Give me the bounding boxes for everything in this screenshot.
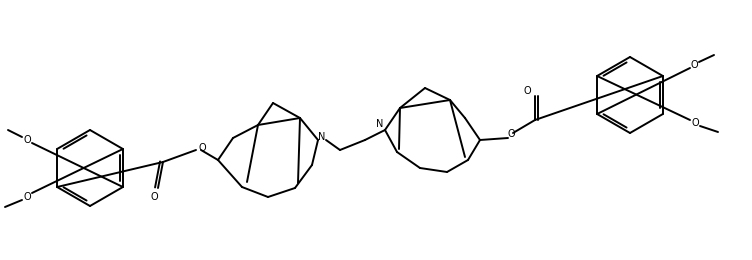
Text: O: O [150,192,158,202]
Text: N: N [376,119,384,129]
Text: O: O [23,135,31,145]
Text: O: O [507,129,515,139]
Text: O: O [690,60,698,70]
Text: N: N [318,132,326,142]
Text: O: O [691,118,699,128]
Text: O: O [523,86,531,96]
Text: O: O [23,192,31,202]
Text: O: O [199,143,206,153]
